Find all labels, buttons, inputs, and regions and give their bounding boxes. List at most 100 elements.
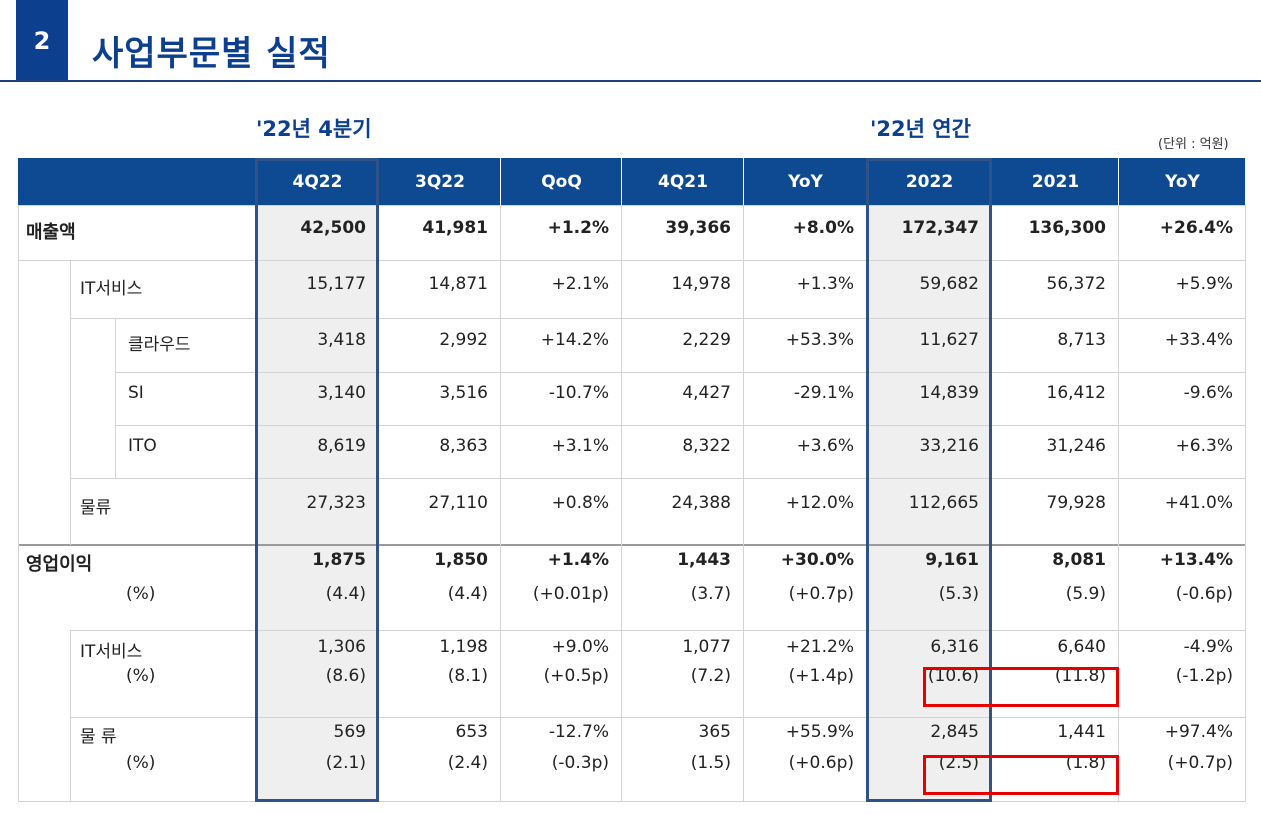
row-divider-1 [18,260,1245,261]
cell-r1-c2: +2.1% [551,274,609,294]
cell-r4-c4: +3.6% [796,436,854,456]
cell-r2-c5: 11,627 [919,330,979,350]
column-header-2: QoQ [500,158,622,205]
cell-r5-c5: 112,665 [908,493,979,513]
cell-r5-c2: +0.8% [551,493,609,513]
section-number: 2 [16,0,68,82]
highlight-logistics-margin [923,755,1119,795]
cell-r10-c0: 569 [333,722,366,742]
cell-r8-c4: +21.2% [785,637,854,657]
cell-r0-c3: 39,366 [665,218,731,238]
cell-r7-c2: (+0.01p) [532,584,609,604]
column-header-0: 4Q22 [255,158,379,205]
header-divider [0,80,1261,82]
cell-r2-c7: +33.4% [1164,330,1233,350]
row-divider-5 [70,478,1245,479]
row-divider-7 [70,630,1245,631]
cell-r3-c5: 14,839 [919,383,979,403]
cell-r10-c5: 2,845 [930,722,979,742]
cell-r9-c2: (+0.5p) [543,666,609,686]
cell-r5-c7: +41.0% [1164,493,1233,513]
cell-r0-c7: +26.4% [1159,218,1233,238]
row-label-11: (%) [126,753,156,773]
cell-r6-c0: 1,875 [312,550,366,570]
cell-r1-c4: +1.3% [796,274,854,294]
row-divider-3 [115,372,1245,373]
cell-r1-c1: 14,871 [428,274,488,294]
cell-r3-c6: 16,412 [1046,383,1106,403]
op-sub-indent-line [70,630,71,802]
cell-r8-c1: 1,198 [439,637,488,657]
cell-r9-c7: (-1.2p) [1175,666,1233,686]
cell-r6-c3: 1,443 [677,550,731,570]
row-label-5: 물류 [80,498,112,518]
cell-r8-c5: 6,316 [930,637,979,657]
sub-indent-line-2 [115,318,116,479]
table-left-border [18,205,19,802]
row-divider-6 [18,544,1245,546]
column-header-5: 2022 [866,158,992,205]
row-label-7: (%) [126,584,156,604]
cell-r2-c1: 2,992 [439,330,488,350]
column-divider-4 [743,205,744,802]
cell-r3-c1: 3,516 [439,383,488,403]
cell-r5-c0: 27,323 [306,493,366,513]
cell-r10-c1: 653 [455,722,488,742]
cell-r6-c6: 8,081 [1052,550,1106,570]
table-header-row [18,158,1245,205]
cell-r3-c0: 3,140 [317,383,366,403]
highlight-it-margin [923,667,1119,707]
cell-r6-c1: 1,850 [434,550,488,570]
column-header-1: 3Q22 [378,158,501,205]
cell-r6-c7: +13.4% [1159,550,1233,570]
cell-r5-c6: 79,928 [1046,493,1106,513]
cell-r3-c7: -9.6% [1183,383,1233,403]
cell-r11-c0: (2.1) [325,753,366,773]
cell-r0-c6: 136,300 [1028,218,1106,238]
cell-r8-c2: +9.0% [551,637,609,657]
cell-r4-c1: 8,363 [439,436,488,456]
shade-2022 [866,205,991,802]
cell-r8-c3: 1,077 [682,637,731,657]
row-label-10: 물 류 [80,727,117,747]
cell-r4-c7: +6.3% [1175,436,1233,456]
cell-r0-c2: +1.2% [547,218,609,238]
row-label-6: 영업이익 [26,554,93,575]
row-label-3: SI [128,383,144,403]
cell-r11-c4: (+0.6p) [788,753,854,773]
quarter-period-title: '22년 4분기 [256,117,372,141]
column-divider-7 [1118,205,1119,802]
row-label-8: IT서비스 [80,642,143,662]
cell-r4-c3: 8,322 [682,436,731,456]
cell-r1-c3: 14,978 [671,274,731,294]
cell-r9-c4: (+1.4p) [788,666,854,686]
row-label-4: ITO [128,436,157,456]
cell-r10-c4: +55.9% [785,722,854,742]
column-header-4: YoY [743,158,867,205]
row-label-0: 매출액 [26,222,76,243]
cell-r3-c2: -10.7% [548,383,609,403]
cell-r10-c6: 1,441 [1057,722,1106,742]
cell-r4-c5: 33,216 [919,436,979,456]
cell-r1-c7: +5.9% [1175,274,1233,294]
cell-r11-c3: (1.5) [690,753,731,773]
column-divider-2 [500,205,501,802]
cell-r7-c3: (3.7) [690,584,731,604]
row-divider-2 [70,318,1245,319]
cell-r5-c1: 27,110 [428,493,488,513]
cell-r8-c7: -4.9% [1183,637,1233,657]
cell-r8-c6: 6,640 [1057,637,1106,657]
cell-r9-c0: (8.6) [325,666,366,686]
cell-r7-c5: (5.3) [938,584,979,604]
cell-r2-c6: 8,713 [1057,330,1106,350]
cell-r6-c5: 9,161 [925,550,979,570]
cell-r9-c3: (7.2) [690,666,731,686]
cell-r7-c1: (4.4) [447,584,488,604]
cell-r3-c3: 4,427 [682,383,731,403]
cell-r10-c2: -12.7% [548,722,609,742]
cell-r10-c7: +97.4% [1164,722,1233,742]
column-divider-8 [1245,205,1246,802]
row-label-2: 클라우드 [128,335,191,355]
row-label-1: IT서비스 [80,279,143,299]
segment-results-table: 4Q22 3Q22 QoQ 4Q21 YoY 2022 2021 YoY 매출액 42,500 41… [18,158,1246,802]
